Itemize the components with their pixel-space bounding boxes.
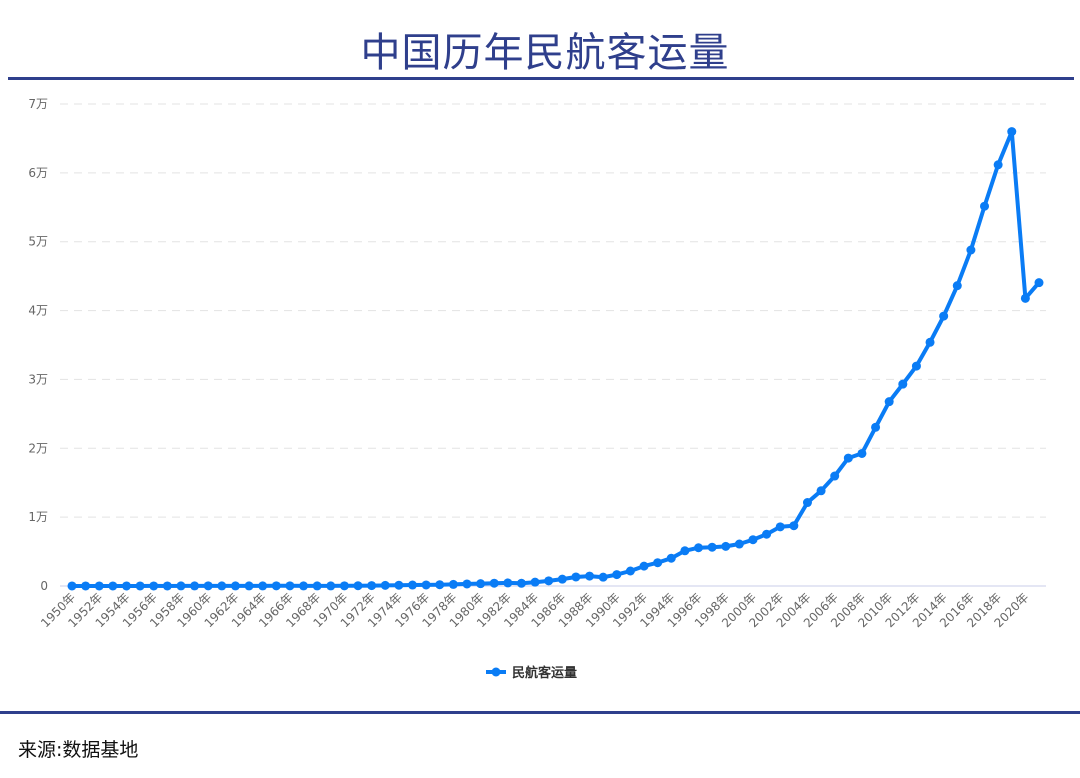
y-tick-label: 1万 [28, 510, 48, 524]
data-point-1985[interactable] [544, 576, 554, 586]
data-point-1953[interactable] [108, 581, 118, 591]
y-tick-label: 0 [40, 579, 48, 593]
data-point-1995[interactable] [680, 546, 690, 556]
data-point-1996[interactable] [694, 543, 704, 553]
data-point-2001[interactable] [762, 529, 772, 539]
data-point-1988[interactable] [585, 571, 595, 581]
data-point-1980[interactable] [476, 579, 486, 589]
data-point-2021[interactable] [1034, 278, 1044, 288]
data-point-1971[interactable] [353, 581, 363, 591]
y-tick-label: 4万 [28, 304, 48, 318]
y-tick-label: 3万 [28, 372, 48, 386]
data-point-2004[interactable] [802, 498, 812, 508]
data-point-2014[interactable] [939, 311, 949, 321]
data-point-1970[interactable] [339, 581, 349, 591]
data-point-1954[interactable] [121, 581, 131, 591]
data-point-1959[interactable] [190, 581, 200, 591]
source-note: 来源:数据基地 [18, 739, 139, 761]
data-point-1969[interactable] [326, 581, 336, 591]
data-point-2010[interactable] [884, 397, 894, 407]
data-point-1962[interactable] [230, 581, 240, 591]
data-point-1976[interactable] [421, 580, 431, 590]
data-point-1978[interactable] [448, 579, 458, 589]
data-point-2005[interactable] [816, 486, 826, 496]
title-divider [8, 77, 1074, 80]
data-point-1964[interactable] [258, 581, 268, 591]
data-point-2002[interactable] [775, 522, 785, 532]
data-point-1987[interactable] [571, 572, 581, 582]
data-point-1961[interactable] [217, 581, 227, 591]
data-point-1956[interactable] [149, 581, 159, 591]
data-point-1974[interactable] [394, 580, 404, 590]
data-point-1977[interactable] [435, 580, 445, 590]
legend[interactable]: 民航客运量 [486, 665, 577, 681]
data-point-2007[interactable] [843, 453, 853, 463]
data-point-1984[interactable] [530, 577, 540, 587]
data-point-1990[interactable] [612, 570, 622, 580]
series-line [72, 129, 1041, 588]
data-point-1982[interactable] [503, 578, 513, 588]
footer-divider [0, 711, 1080, 714]
page-title: 中国历年民航客运量 [360, 30, 730, 76]
data-point-1965[interactable] [271, 581, 281, 591]
data-point-1958[interactable] [176, 581, 186, 591]
legend-label: 民航客运量 [512, 665, 577, 681]
data-point-1994[interactable] [666, 553, 676, 563]
data-point-2019[interactable] [1007, 127, 1017, 137]
y-tick-label: 5万 [28, 235, 48, 249]
data-point-1998[interactable] [721, 541, 731, 551]
data-point-2015[interactable] [952, 281, 962, 291]
data-point-1991[interactable] [625, 566, 635, 576]
data-point-1986[interactable] [557, 574, 567, 584]
data-point-1989[interactable] [598, 572, 608, 582]
data-point-1955[interactable] [135, 581, 145, 591]
data-point-1979[interactable] [462, 579, 472, 589]
data-point-2008[interactable] [857, 448, 867, 458]
data-point-1992[interactable] [639, 561, 649, 571]
data-point-1952[interactable] [94, 581, 104, 591]
data-point-1975[interactable] [407, 580, 417, 590]
data-point-2011[interactable] [898, 379, 908, 389]
data-point-1968[interactable] [312, 581, 322, 591]
data-point-2020[interactable] [1020, 293, 1030, 303]
y-tick-label: 7万 [28, 97, 48, 111]
data-point-2018[interactable] [993, 160, 1003, 170]
data-point-2003[interactable] [789, 521, 799, 531]
data-point-1957[interactable] [162, 581, 172, 591]
data-point-1972[interactable] [367, 581, 377, 591]
data-point-1981[interactable] [489, 578, 499, 588]
data-point-2000[interactable] [748, 535, 758, 545]
data-point-1950[interactable] [67, 581, 77, 591]
data-point-1963[interactable] [244, 581, 254, 591]
legend-marker [491, 667, 501, 677]
data-point-1967[interactable] [299, 581, 309, 591]
data-point-1960[interactable] [203, 581, 213, 591]
data-point-2012[interactable] [911, 361, 921, 371]
data-point-2016[interactable] [966, 245, 976, 255]
data-point-1966[interactable] [285, 581, 295, 591]
data-point-2009[interactable] [871, 422, 881, 432]
data-point-2013[interactable] [925, 337, 935, 347]
data-point-2017[interactable] [980, 201, 990, 211]
data-point-1997[interactable] [707, 542, 717, 552]
y-tick-label: 2万 [28, 441, 48, 455]
data-point-1993[interactable] [653, 558, 663, 568]
data-point-2006[interactable] [830, 471, 840, 481]
data-point-1973[interactable] [380, 580, 390, 590]
data-point-1951[interactable] [81, 581, 91, 591]
data-point-1999[interactable] [734, 539, 744, 549]
data-point-1983[interactable] [516, 578, 526, 588]
y-tick-label: 6万 [28, 166, 48, 180]
